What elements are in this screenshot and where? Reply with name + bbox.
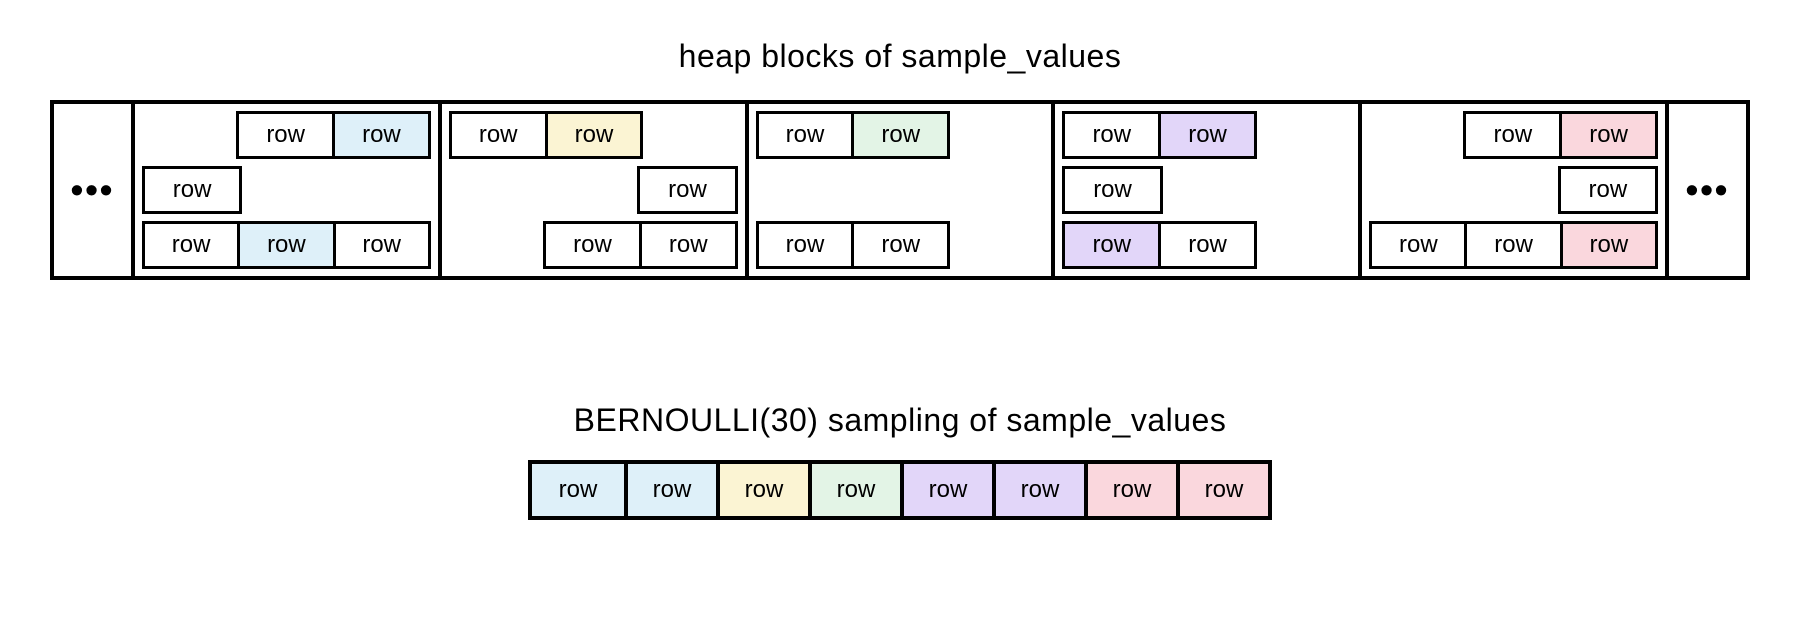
sample-cell: row [900, 464, 992, 516]
heap-title: heap blocks of sample_values [0, 38, 1800, 75]
ellipsis-left: ••• [54, 104, 131, 276]
empty-slot [948, 166, 1044, 214]
empty-slot [1257, 111, 1351, 159]
row-cluster: rowrow [1463, 111, 1658, 159]
heap-block-row: row [1369, 166, 1658, 214]
empty-slot [852, 166, 948, 214]
row-cell: row [1464, 224, 1559, 266]
sample-cell: row [716, 464, 808, 516]
row-cluster: rowrowrow [1369, 221, 1658, 269]
heap-block: rowrowrowrowrow [1051, 104, 1362, 276]
heap-blocks: rowrowrowrowrowrowrowrowrowrowrowrowrowr… [131, 104, 1669, 276]
empty-slot [1369, 111, 1463, 159]
heap-block-row: rowrow [1369, 111, 1658, 159]
row-cluster: row [1558, 166, 1658, 214]
sample-cell: row [624, 464, 716, 516]
row-cell: row [332, 114, 428, 156]
heap-block-row: rowrow [756, 111, 1045, 159]
row-cell: row [546, 224, 639, 266]
row-cell: row [239, 114, 332, 156]
ellipsis-right: ••• [1669, 104, 1746, 276]
heap-block-row: rowrow [756, 221, 1045, 269]
row-cluster: rowrowrow [142, 221, 431, 269]
empty-slot [756, 166, 852, 214]
empty-slot [1163, 166, 1257, 214]
row-cell: row [1158, 224, 1254, 266]
heap-block: rowrowrowrowrow [438, 104, 749, 276]
empty-slot [449, 221, 543, 269]
row-cluster: rowrow [756, 221, 951, 269]
row-cluster: row [1062, 166, 1162, 214]
row-cell: row [1065, 169, 1159, 211]
row-cluster: rowrow [543, 221, 738, 269]
sample-title: BERNOULLI(30) sampling of sample_values [0, 402, 1800, 439]
row-cluster: row [142, 166, 242, 214]
heap-block-row: rowrow [449, 221, 738, 269]
row-cell: row [1372, 224, 1464, 266]
sample-cell: row [992, 464, 1084, 516]
heap-block: rowrowrowrowrowrow [1358, 104, 1669, 276]
diagram-root: heap blocks of sample_values ••• rowrowr… [0, 0, 1800, 644]
sample-cell: row [808, 464, 900, 516]
row-cluster: rowrow [756, 111, 951, 159]
row-cell: row [1560, 224, 1655, 266]
row-cell: row [1561, 169, 1655, 211]
row-cell: row [1065, 114, 1158, 156]
empty-slot [1463, 166, 1557, 214]
row-cell: row [759, 224, 852, 266]
heap-block-row: row [449, 166, 738, 214]
heap-block-row: rowrow [1062, 111, 1351, 159]
heap-block: rowrowrowrow [745, 104, 1056, 276]
empty-slot [449, 166, 543, 214]
empty-slot [543, 166, 637, 214]
row-cell: row [759, 114, 852, 156]
empty-slot [142, 111, 236, 159]
row-cluster: rowrow [236, 111, 431, 159]
row-cell: row [145, 224, 237, 266]
empty-slot [337, 166, 431, 214]
row-cluster: rowrow [1062, 221, 1257, 269]
row-cell: row [1559, 114, 1655, 156]
sample-cell: row [1084, 464, 1176, 516]
row-cell: row [452, 114, 545, 156]
empty-slot [1369, 166, 1463, 214]
heap-block-row: rowrowrow [1369, 221, 1658, 269]
sample-row: rowrowrowrowrowrowrowrow [528, 460, 1272, 520]
row-cluster: rowrow [1062, 111, 1257, 159]
row-cluster: row [637, 166, 737, 214]
heap-block-row [756, 166, 1045, 214]
heap-block-row: rowrow [1062, 221, 1351, 269]
row-cell: row [1065, 224, 1158, 266]
row-cell: row [333, 224, 428, 266]
empty-slot [950, 111, 1044, 159]
heap-block-row: row [1062, 166, 1351, 214]
row-cell: row [851, 224, 947, 266]
row-cell: row [1158, 114, 1254, 156]
empty-slot [950, 221, 1044, 269]
empty-slot [643, 111, 737, 159]
row-cell: row [640, 169, 734, 211]
row-cell: row [851, 114, 947, 156]
sample-cell: row [1176, 464, 1268, 516]
row-cell: row [145, 169, 239, 211]
empty-slot [1257, 221, 1351, 269]
empty-slot [1257, 166, 1351, 214]
row-cell: row [639, 224, 735, 266]
row-cell: row [237, 224, 332, 266]
sample-cell: row [532, 464, 624, 516]
row-cluster: rowrow [449, 111, 644, 159]
heap-block: rowrowrowrowrowrow [131, 104, 442, 276]
heap-strip: ••• rowrowrowrowrowrowrowrowrowrowrowrow… [50, 100, 1750, 280]
empty-slot [242, 166, 336, 214]
heap-block-row: rowrow [142, 111, 431, 159]
heap-block-row: row [142, 166, 431, 214]
heap-block-row: rowrow [449, 111, 738, 159]
row-cell: row [1466, 114, 1559, 156]
row-cell: row [545, 114, 641, 156]
heap-block-row: rowrowrow [142, 221, 431, 269]
